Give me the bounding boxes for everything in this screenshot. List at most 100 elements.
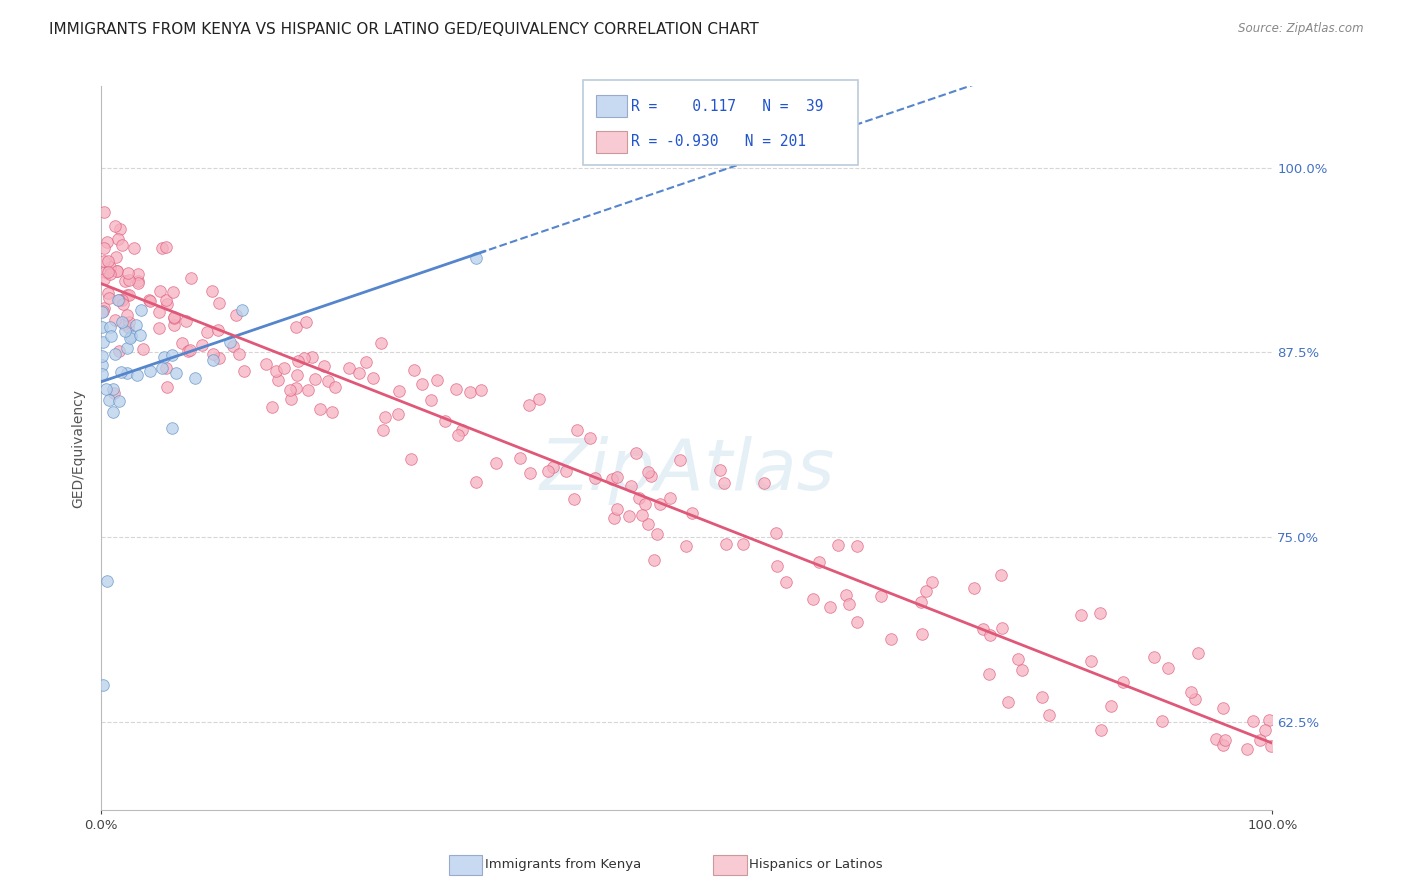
Point — [115, 288, 138, 302]
Point — [107, 293, 129, 307]
Point — [120, 331, 142, 345]
Point — [1249, 733, 1271, 747]
Point — [465, 475, 488, 489]
Point — [138, 294, 160, 309]
Point — [153, 351, 176, 365]
Point — [1142, 649, 1164, 664]
Point — [1236, 741, 1258, 756]
Point — [208, 296, 231, 310]
Point — [910, 595, 932, 609]
Point — [284, 319, 307, 334]
Point — [1260, 739, 1282, 753]
Point — [118, 288, 141, 302]
Point — [1011, 663, 1033, 677]
Point — [156, 380, 179, 394]
Point — [115, 342, 138, 356]
Point — [114, 274, 136, 288]
Point — [579, 431, 602, 445]
Text: ZipAtlas: ZipAtlas — [540, 435, 835, 505]
Point — [139, 364, 162, 378]
Point — [107, 232, 129, 246]
Point — [1254, 723, 1277, 738]
Point — [1258, 713, 1281, 727]
Point — [1007, 652, 1029, 666]
Point — [91, 358, 114, 372]
Point — [160, 348, 183, 362]
Point — [603, 510, 626, 524]
Point — [808, 555, 831, 569]
Point — [766, 558, 789, 573]
Point — [127, 274, 149, 288]
Point — [1111, 675, 1133, 690]
Point — [402, 363, 425, 377]
Point — [444, 382, 467, 396]
Point — [675, 539, 697, 553]
Point — [600, 472, 623, 486]
Point — [93, 301, 115, 315]
Point — [222, 339, 245, 353]
Point — [125, 318, 148, 332]
Point — [111, 297, 134, 311]
Point — [195, 326, 218, 340]
Point — [606, 501, 628, 516]
Point — [1152, 714, 1174, 729]
Point — [97, 253, 120, 268]
Point — [709, 462, 731, 476]
Point — [643, 553, 665, 567]
Point — [1180, 685, 1202, 699]
Point — [517, 398, 540, 412]
Point — [278, 383, 301, 397]
Point — [627, 491, 650, 505]
Point — [208, 351, 231, 365]
Text: Source: ZipAtlas.com: Source: ZipAtlas.com — [1239, 22, 1364, 36]
Point — [990, 568, 1012, 582]
Point — [118, 273, 141, 287]
Point — [262, 400, 284, 414]
Point — [465, 251, 488, 265]
Point — [127, 277, 149, 291]
Point — [172, 336, 194, 351]
Point — [98, 267, 121, 281]
Point — [93, 254, 115, 268]
Point — [370, 336, 392, 351]
Point — [682, 506, 704, 520]
Point — [254, 357, 277, 371]
Text: R =    0.117   N =  39: R = 0.117 N = 39 — [631, 99, 824, 113]
Point — [150, 361, 173, 376]
Point — [225, 308, 247, 322]
Point — [118, 315, 141, 329]
Point — [105, 250, 128, 264]
Point — [174, 314, 197, 328]
Point — [295, 315, 318, 329]
Point — [304, 372, 326, 386]
Point — [219, 334, 242, 349]
Point — [519, 466, 541, 480]
Point — [619, 508, 641, 523]
Point — [132, 342, 155, 356]
Point — [100, 329, 122, 343]
Point — [111, 237, 134, 252]
Point — [91, 350, 114, 364]
Point — [541, 459, 564, 474]
Point — [1212, 701, 1234, 715]
Point — [640, 469, 662, 483]
Point — [160, 421, 183, 435]
Point — [555, 464, 578, 478]
Point — [91, 303, 114, 318]
Point — [163, 311, 186, 326]
Point — [103, 385, 125, 400]
Text: IMMIGRANTS FROM KENYA VS HISPANIC OR LATINO GED/EQUIVALENCY CORRELATION CHART: IMMIGRANTS FROM KENYA VS HISPANIC OR LAT… — [49, 22, 759, 37]
Point — [97, 285, 120, 300]
Point — [1090, 723, 1112, 737]
Point — [98, 260, 121, 274]
Point — [97, 393, 120, 408]
Point — [280, 392, 302, 407]
Point — [162, 285, 184, 300]
Point — [231, 302, 253, 317]
Point — [1157, 661, 1180, 675]
Point — [91, 678, 114, 692]
Point — [156, 297, 179, 311]
Point — [838, 597, 860, 611]
Point — [131, 303, 153, 318]
Point — [97, 291, 120, 305]
